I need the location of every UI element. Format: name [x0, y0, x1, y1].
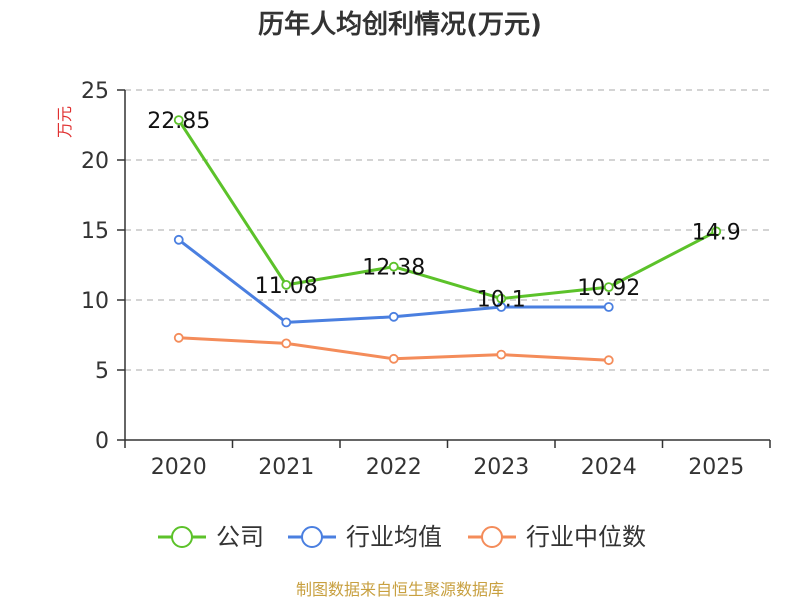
legend-swatch-marker — [171, 526, 193, 548]
data-label: 10.1 — [477, 288, 526, 313]
series-layer — [173, 115, 722, 366]
legend-item-1[interactable]: 公司 — [158, 523, 264, 551]
y-tick-label: 0 — [95, 429, 109, 454]
y-tick-label: 10 — [81, 289, 109, 314]
data-labels: 22.85 11.08 12.38 10.1 10.92 14.9 — [147, 109, 740, 313]
x-tick-label: 2023 — [473, 455, 529, 480]
data-point — [603, 302, 614, 312]
data-point — [173, 332, 184, 343]
y-tick-label: 25 — [81, 79, 109, 104]
legend-item-3[interactable]: 行业中位数 — [468, 523, 646, 551]
data-label: 10.92 — [577, 276, 640, 301]
data-point — [281, 338, 292, 349]
legend-label: 公司 — [216, 523, 264, 551]
data-point — [388, 311, 399, 322]
x-tick-label: 2020 — [151, 455, 207, 480]
data-point — [496, 349, 507, 360]
legend-swatch-marker — [301, 526, 323, 548]
data-label: 22.85 — [147, 109, 210, 134]
data-point — [173, 115, 184, 125]
data-label: 12.38 — [362, 256, 425, 281]
x-tick-label: 2024 — [581, 455, 637, 480]
series-line-1 — [177, 119, 717, 301]
data-point — [281, 279, 292, 290]
data-label: 11.08 — [255, 274, 318, 299]
data-point — [603, 282, 614, 293]
x-tick-label: 2025 — [688, 455, 744, 480]
series-line-2 — [177, 238, 609, 324]
data-label: 14.9 — [692, 220, 741, 245]
legend-item-2[interactable]: 行业均值 — [288, 523, 442, 551]
y-tick-label: 15 — [81, 219, 109, 244]
y-tick-label: 5 — [95, 359, 109, 384]
x-tick-label: 2022 — [366, 455, 422, 480]
data-point — [281, 317, 292, 328]
y-tick-label: 20 — [81, 149, 109, 174]
x-tick-label: 2021 — [258, 455, 314, 480]
data-point — [496, 293, 507, 304]
data-point — [173, 234, 184, 245]
data-point — [388, 261, 399, 272]
legend-swatch-marker — [481, 526, 503, 548]
data-point — [388, 353, 399, 364]
data-point — [603, 355, 614, 366]
grid — [125, 89, 770, 371]
source-note: 制图数据来自恒生聚源数据库 — [296, 580, 504, 599]
data-point — [711, 226, 722, 237]
legend-label: 行业均值 — [346, 523, 442, 551]
legend[interactable]: 公司 行业均值 行业中位数 — [158, 523, 646, 551]
y-axis-label: 万元 — [55, 106, 74, 138]
legend-label: 行业中位数 — [526, 523, 646, 551]
chart-title: 历年人均创利情况(万元) — [258, 9, 542, 40]
